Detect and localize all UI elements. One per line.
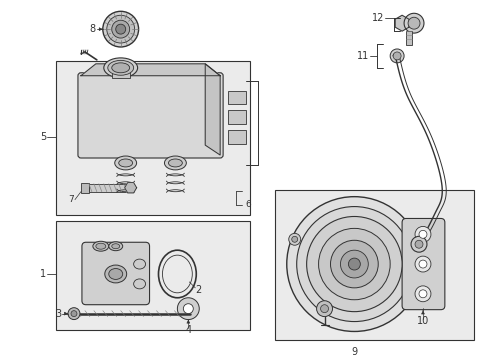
Bar [405, 31, 411, 45]
Circle shape [410, 236, 426, 252]
Circle shape [112, 20, 129, 38]
Ellipse shape [96, 243, 105, 249]
Text: 3: 3 [55, 309, 61, 319]
Polygon shape [394, 15, 408, 31]
Circle shape [414, 286, 430, 302]
Circle shape [288, 233, 300, 245]
Circle shape [392, 52, 400, 60]
Circle shape [403, 13, 423, 33]
Circle shape [102, 11, 138, 47]
Ellipse shape [103, 58, 137, 78]
Ellipse shape [164, 156, 186, 170]
Circle shape [177, 298, 199, 320]
Circle shape [296, 207, 411, 321]
Bar [81, 183, 89, 193]
Circle shape [306, 216, 401, 312]
Circle shape [418, 230, 426, 238]
Text: 9: 9 [350, 347, 357, 357]
Bar [274, 190, 473, 341]
Polygon shape [124, 183, 136, 193]
Circle shape [407, 17, 419, 29]
Bar [89, 184, 130, 192]
Circle shape [68, 308, 80, 320]
Ellipse shape [107, 60, 133, 75]
Circle shape [71, 311, 77, 316]
Text: 5: 5 [40, 132, 46, 142]
Ellipse shape [108, 269, 122, 279]
Circle shape [320, 305, 328, 312]
Bar [227, 111, 245, 124]
Ellipse shape [112, 244, 120, 249]
Circle shape [347, 258, 360, 270]
Circle shape [330, 240, 377, 288]
Text: 6: 6 [244, 200, 250, 209]
Circle shape [414, 240, 422, 248]
Circle shape [414, 256, 430, 272]
Circle shape [106, 15, 134, 43]
Text: 4: 4 [185, 325, 191, 336]
FancyBboxPatch shape [401, 219, 444, 310]
Circle shape [418, 260, 426, 268]
Ellipse shape [108, 242, 122, 251]
Ellipse shape [115, 156, 136, 170]
Circle shape [316, 301, 332, 316]
Bar [56, 61, 249, 215]
Text: 8: 8 [89, 24, 96, 34]
Circle shape [116, 24, 125, 34]
Circle shape [414, 226, 430, 242]
Text: 2: 2 [195, 285, 201, 295]
Bar [227, 91, 245, 104]
Text: 10: 10 [416, 316, 428, 325]
Circle shape [183, 304, 193, 314]
Ellipse shape [133, 279, 145, 289]
Circle shape [286, 197, 421, 332]
FancyBboxPatch shape [82, 242, 149, 305]
Circle shape [318, 228, 389, 300]
Text: 12: 12 [371, 13, 384, 23]
Text: 1: 1 [40, 269, 46, 279]
Polygon shape [81, 64, 220, 76]
Circle shape [418, 290, 426, 298]
Circle shape [291, 236, 297, 242]
Ellipse shape [112, 63, 129, 73]
Ellipse shape [168, 159, 182, 167]
Bar [56, 221, 249, 330]
Text: 11: 11 [356, 51, 368, 61]
Ellipse shape [104, 265, 126, 283]
Bar [112, 68, 129, 78]
Ellipse shape [119, 159, 132, 167]
Text: 7: 7 [68, 195, 74, 204]
Ellipse shape [93, 241, 108, 251]
Bar [227, 130, 245, 144]
FancyBboxPatch shape [78, 73, 223, 158]
Circle shape [389, 49, 403, 63]
Ellipse shape [133, 259, 145, 269]
Circle shape [340, 250, 367, 278]
Polygon shape [205, 64, 220, 155]
